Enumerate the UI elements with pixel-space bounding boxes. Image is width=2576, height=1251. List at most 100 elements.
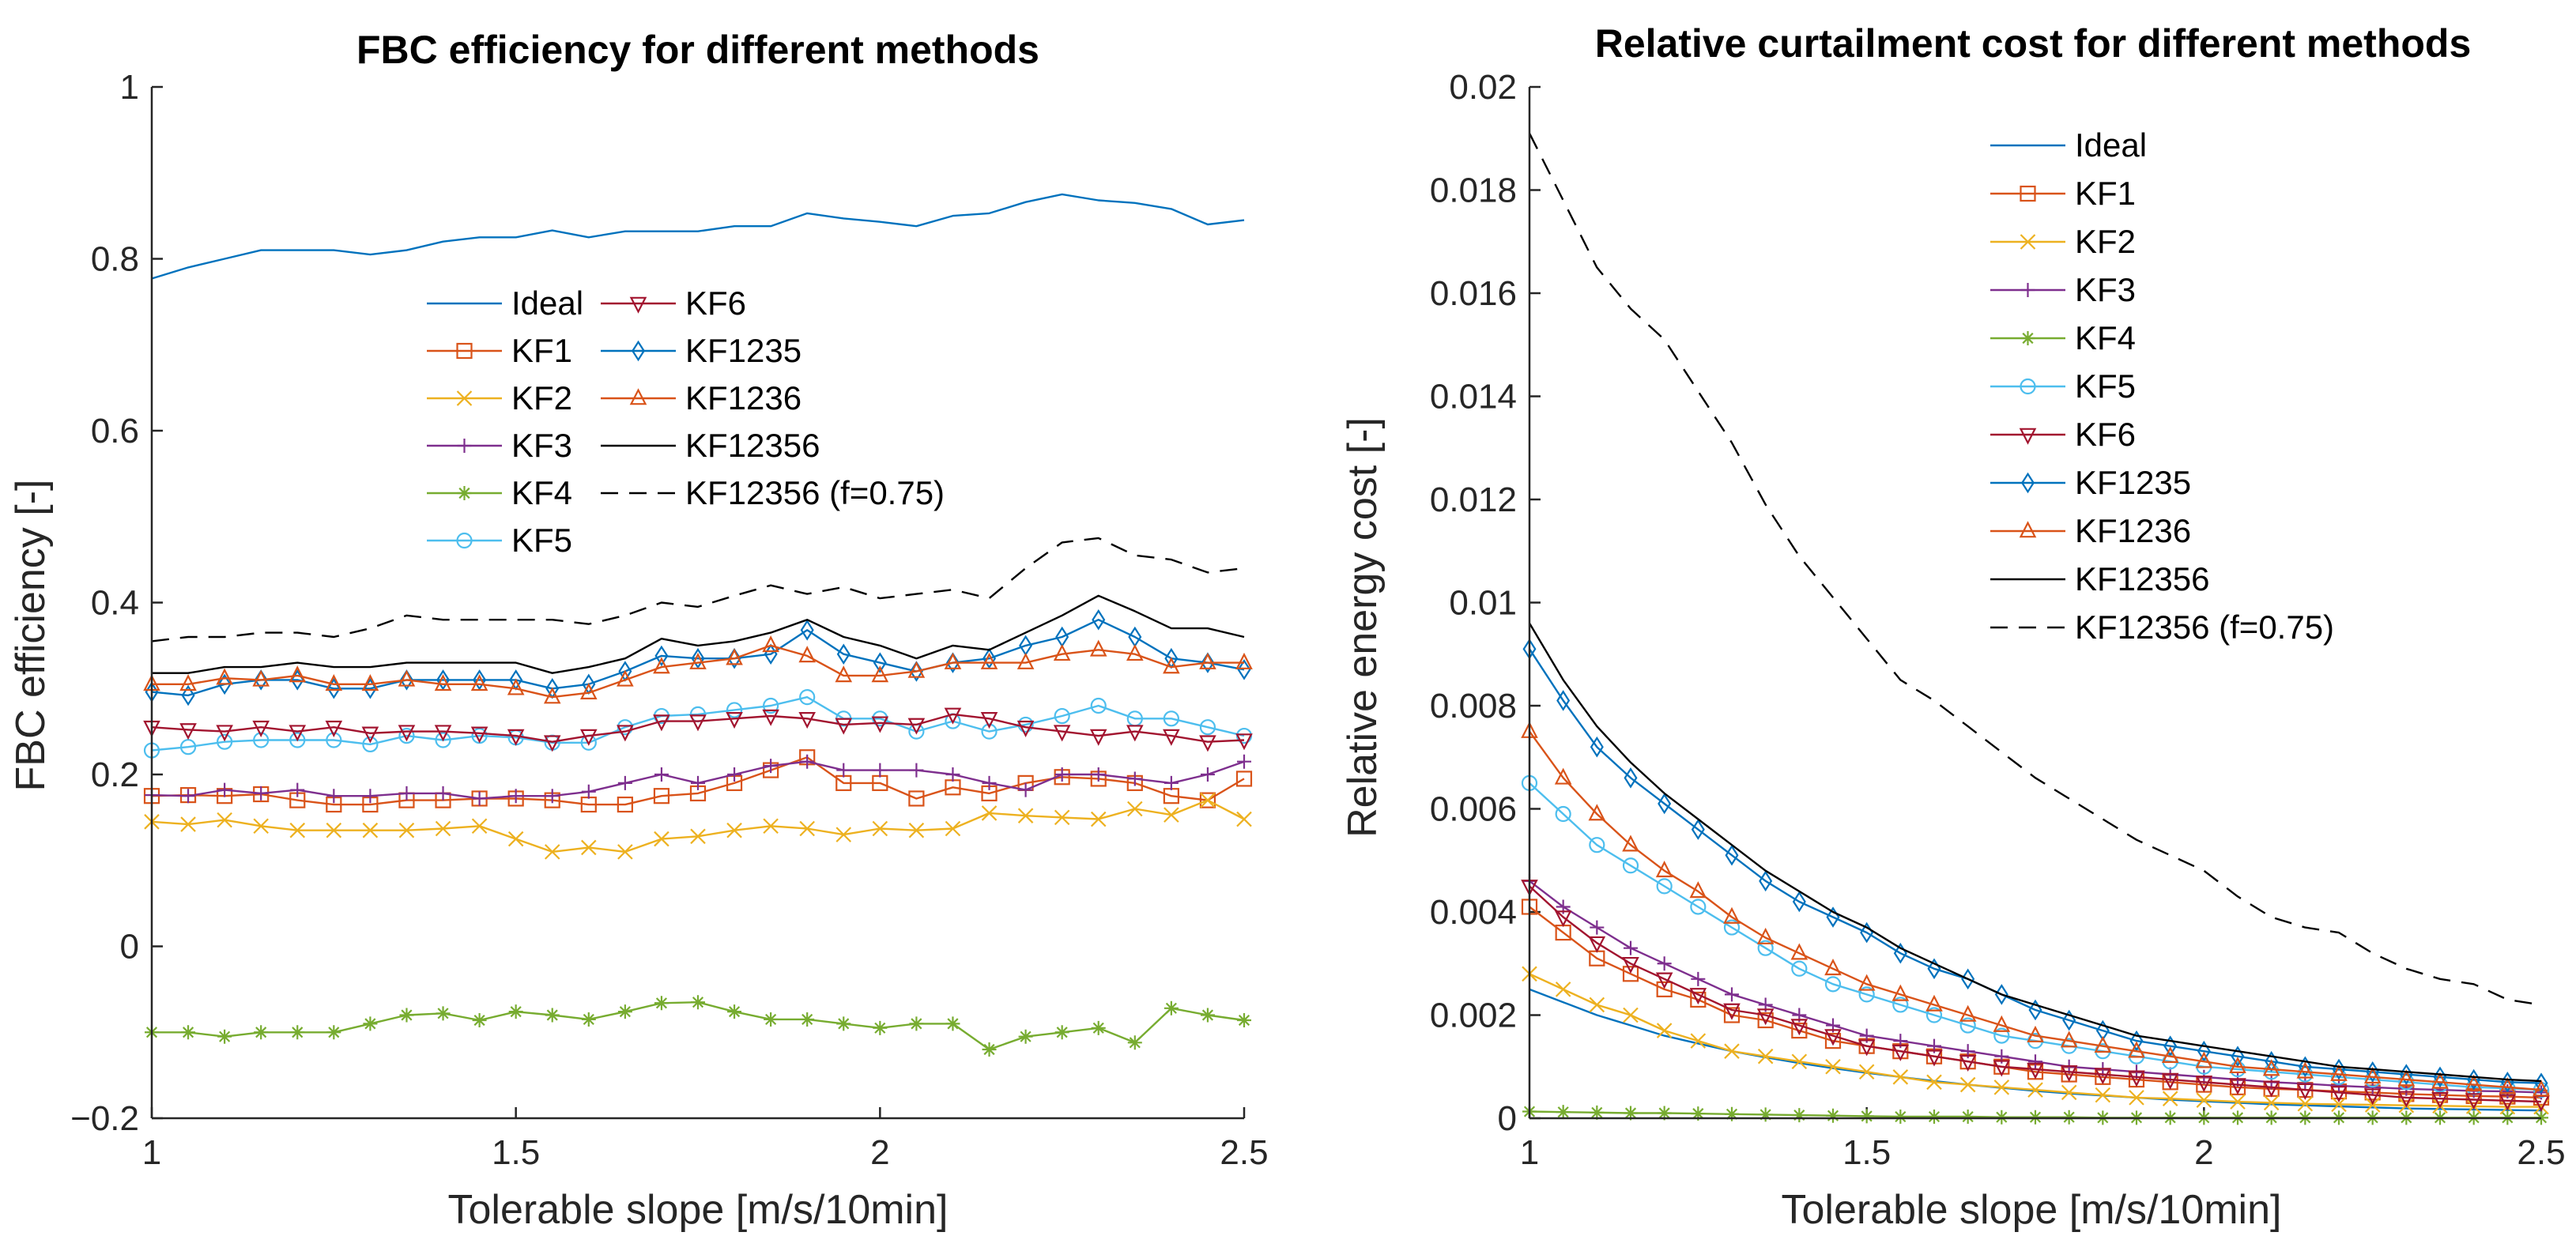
data-point (217, 1029, 232, 1044)
data-point (1163, 657, 1180, 674)
data-point (691, 775, 705, 790)
data-point (1858, 1064, 1875, 1080)
data-point (727, 767, 742, 782)
data-point (983, 647, 997, 669)
data-point (217, 782, 232, 797)
data-point (581, 784, 596, 799)
data-point (1237, 659, 1251, 680)
data-point (908, 822, 925, 838)
data-point (873, 763, 888, 778)
y-tick-label: 0.6 (91, 412, 139, 450)
data-point (2229, 1061, 2246, 1078)
legend-item-kf12356-f-0-75: KF12356 (f=0.75) (601, 474, 945, 511)
legend-marker (2019, 521, 2037, 538)
data-point (2027, 1082, 2043, 1098)
data-point (434, 725, 452, 742)
data-point (1825, 1058, 1841, 1075)
data-point (1858, 974, 1876, 991)
data-point (1824, 1033, 1842, 1049)
data-point (181, 684, 195, 707)
series-line-kf1236 (1529, 730, 2542, 1091)
chart-title: Relative curtailment cost for different … (1595, 21, 2472, 66)
legend-item-kf1: KF1 (427, 332, 572, 369)
y-axis-label: Relative energy cost [-] (1340, 417, 1386, 838)
series-line-kf1236 (152, 644, 1244, 699)
data-point (1723, 919, 1741, 936)
data-point (617, 1004, 632, 1019)
data-point (1054, 809, 1070, 826)
data-point (2128, 1041, 2145, 1058)
series-group (143, 193, 1253, 1057)
data-point (1199, 792, 1216, 808)
data-point (435, 820, 451, 837)
data-point (1961, 968, 1975, 990)
data-point (2499, 1094, 2517, 1111)
y-tick-label: 0 (1498, 1099, 1517, 1138)
data-point (654, 645, 669, 667)
data-point (1237, 1013, 1251, 1028)
series-kf1235 (145, 609, 1251, 707)
data-point (399, 1008, 414, 1023)
data-point (690, 828, 706, 845)
data-point (2195, 1076, 2213, 1093)
data-point (254, 786, 269, 801)
data-point (798, 646, 817, 663)
legend-label: KF3 (2075, 271, 2136, 308)
data-point (1590, 736, 1604, 758)
data-point (653, 657, 670, 674)
data-point (1690, 991, 1707, 1008)
data-point (581, 1012, 596, 1027)
data-point (179, 723, 197, 740)
data-point (1090, 697, 1107, 714)
data-point (1993, 1060, 2011, 1077)
data-point (2397, 1091, 2416, 1108)
ticks: 1 1.5 2 2.5 0 0.002 0.004 0.006 0.008 0.01 0.012 0.… (1430, 68, 2566, 1172)
data-point (1127, 1035, 1142, 1050)
legend-item-kf3: KF3 (1990, 271, 2136, 308)
legend-item-kf1236: KF1236 (601, 379, 801, 416)
data-point (252, 669, 270, 687)
data-point (1959, 1054, 1977, 1072)
data-point (326, 1025, 341, 1040)
x-axis-label: Tolerable slope [m/s/10min] (1782, 1187, 2282, 1233)
data-point (1723, 906, 1741, 924)
data-point (762, 709, 779, 726)
legend-marker (631, 340, 646, 362)
data-point (1127, 771, 1142, 786)
chart-title: FBC efficiency for different methods (356, 28, 1039, 72)
y-tick-label: −0.2 (70, 1099, 139, 1138)
data-point (1790, 1019, 1808, 1036)
data-point (2060, 1064, 2078, 1083)
data-point (1164, 1000, 1179, 1015)
data-point (1858, 1039, 1876, 1057)
data-point (2060, 1031, 2078, 1048)
data-point (1236, 811, 1252, 827)
series-line-ideal (151, 193, 1245, 280)
data-point (653, 714, 670, 732)
data-point (982, 1042, 997, 1057)
data-point (1554, 910, 1572, 928)
data-point (1054, 767, 1069, 782)
data-point (1892, 997, 1909, 1013)
data-point (2363, 1088, 2382, 1106)
data-point (217, 673, 232, 695)
data-point (1556, 690, 1571, 711)
legend-label: Ideal (2075, 126, 2147, 164)
data-point (654, 831, 669, 847)
data-point (363, 677, 377, 699)
data-point (1657, 956, 1672, 971)
data-point (2363, 1067, 2382, 1084)
data-point (1792, 1108, 1807, 1123)
series-line-kf5 (151, 695, 1245, 752)
data-point (800, 1012, 815, 1027)
legend-label: KF2 (511, 379, 572, 416)
data-point (617, 725, 634, 742)
y-tick-label: 0 (120, 928, 139, 967)
legend-marker (456, 390, 473, 406)
series-line-kf6 (151, 713, 1245, 743)
legend-item-kf1236: KF1236 (1990, 512, 2191, 549)
data-point (1959, 1076, 1976, 1093)
data-point (1053, 725, 1071, 742)
data-point (2296, 1083, 2314, 1100)
